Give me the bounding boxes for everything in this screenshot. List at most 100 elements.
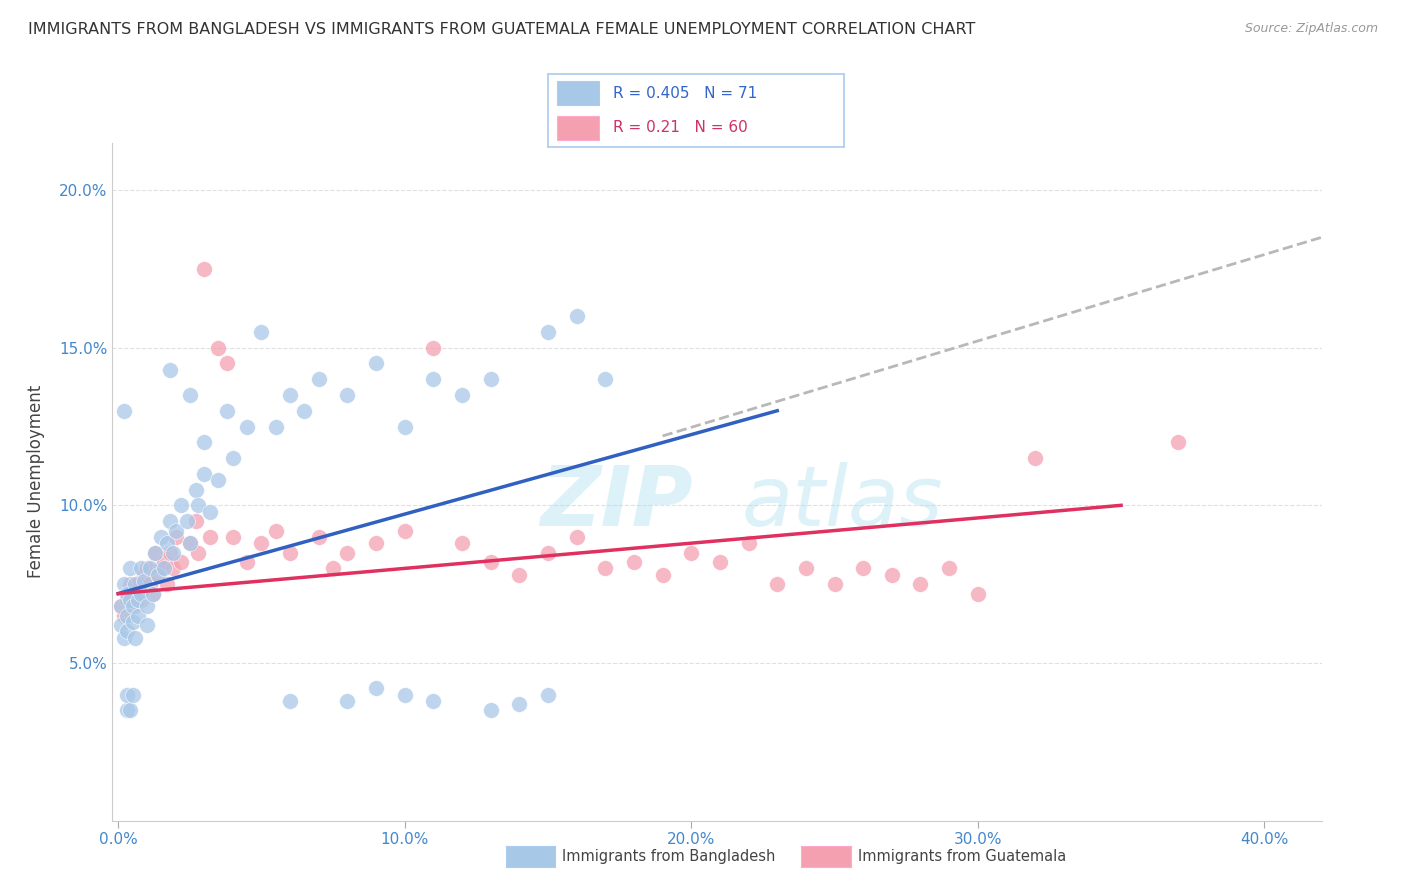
Point [110,599,132,614]
Point [1024,450,1046,465]
Point [129,593,152,607]
Point [118,703,141,717]
Point [135,618,157,632]
Point [737,536,759,550]
Point [148,567,170,582]
Point [565,309,588,323]
Point [565,530,588,544]
Point [112,631,135,645]
Point [165,530,187,544]
Point [278,694,301,708]
Point [250,536,273,550]
Text: R = 0.405   N = 71: R = 0.405 N = 71 [613,86,758,101]
Point [966,586,988,600]
Text: IMMIGRANTS FROM BANGLADESH VS IMMIGRANTS FROM GUATEMALA FEMALE UNEMPLOYMENT CORR: IMMIGRANTS FROM BANGLADESH VS IMMIGRANTS… [28,22,976,37]
Point [127,577,149,591]
Point [124,631,146,645]
Point [479,372,502,386]
Point [124,577,146,591]
Text: Immigrants from Guatemala: Immigrants from Guatemala [858,849,1066,863]
Point [176,514,198,528]
Point [145,546,167,560]
Point [308,372,330,386]
Point [187,546,209,560]
Point [142,586,165,600]
Point [156,577,179,591]
Point [129,561,152,575]
Point [179,536,201,550]
Point [193,467,215,481]
Point [824,577,846,591]
Point [794,561,817,575]
Point [150,561,173,575]
Point [162,546,184,560]
Point [162,561,184,575]
Point [479,555,502,569]
Point [121,688,143,702]
Point [451,536,474,550]
Point [294,403,316,417]
Point [142,586,165,600]
Point [132,574,155,588]
Point [422,694,444,708]
Point [170,499,193,513]
Point [422,341,444,355]
Point [595,372,617,386]
Point [118,577,141,591]
Point [651,567,673,582]
Point [222,530,245,544]
Point [198,505,221,519]
Point [394,688,416,702]
Point [135,599,157,614]
Point [187,499,209,513]
Point [165,524,187,538]
Point [264,524,287,538]
Text: Source: ZipAtlas.com: Source: ZipAtlas.com [1244,22,1378,36]
Point [222,450,245,465]
Point [129,586,152,600]
Point [115,624,138,639]
Point [115,608,138,623]
Point [121,615,143,629]
Point [336,694,359,708]
Point [422,372,444,386]
Point [394,419,416,434]
Point [394,524,416,538]
Point [112,577,135,591]
Point [623,555,645,569]
Point [193,435,215,450]
Point [112,608,135,623]
Point [364,681,387,696]
Point [138,577,160,591]
Point [278,388,301,402]
Point [207,341,229,355]
Bar [557,116,599,140]
Point [910,577,932,591]
Point [127,593,149,607]
Point [153,555,176,569]
Point [110,618,132,632]
Point [159,514,181,528]
Point [250,325,273,339]
Point [110,599,132,614]
Point [135,561,157,575]
Point [766,577,789,591]
Point [236,555,259,569]
Point [121,586,143,600]
Point [193,261,215,276]
Point [127,608,149,623]
Point [364,356,387,370]
Point [179,388,201,402]
Point [159,546,181,560]
Point [595,561,617,575]
Point [132,567,155,582]
Point [170,555,193,569]
Point [118,561,141,575]
Point [112,403,135,417]
Point [236,419,259,434]
Point [938,561,960,575]
Point [115,586,138,600]
Point [118,593,141,607]
Text: R = 0.21   N = 60: R = 0.21 N = 60 [613,120,748,135]
Point [852,561,875,575]
